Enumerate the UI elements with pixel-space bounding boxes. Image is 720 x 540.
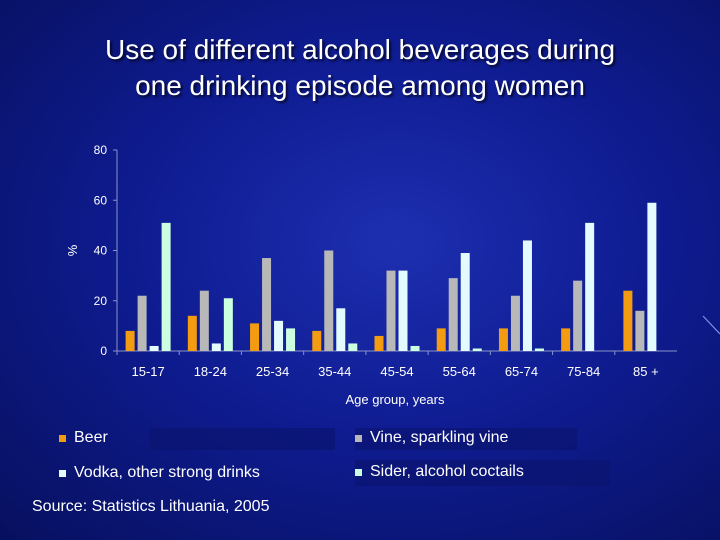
legend-swatch-sider xyxy=(355,468,362,476)
bar xyxy=(274,320,284,351)
bar xyxy=(635,310,645,351)
bar xyxy=(573,280,583,351)
x-tick-label: 15-17 xyxy=(131,364,164,379)
x-axis-label: Age group, years xyxy=(345,392,445,407)
x-tick-label: 75-84 xyxy=(567,364,600,379)
slide-title: Use of different alcohol beverages durin… xyxy=(40,32,680,104)
x-tick-label: 35-44 xyxy=(318,364,351,379)
legend-band-row1-right xyxy=(355,428,577,450)
bar xyxy=(324,250,334,351)
legend-item-sider: Sider, alcohol coctails xyxy=(355,463,524,481)
bar-chart: 0 20 40 60 80% 15-17 18-24 25-34 35-44 45-54 55-64… xyxy=(65,143,677,407)
bar xyxy=(585,222,595,351)
legend-swatch-vine xyxy=(355,434,362,442)
bar xyxy=(436,328,446,351)
bar xyxy=(161,222,171,351)
legend-band-row1-left xyxy=(150,428,335,450)
y-tick-label: 20 xyxy=(94,294,108,308)
bar xyxy=(522,240,532,351)
bar xyxy=(472,348,482,351)
bar xyxy=(348,343,358,351)
x-tick-label: 55-64 xyxy=(443,364,476,379)
legend-label-vine: Vine, sparkling vine xyxy=(370,429,509,446)
y-tick-label: 0 xyxy=(100,344,107,358)
legend-swatch-beer xyxy=(59,434,66,442)
bar xyxy=(250,323,260,351)
bar xyxy=(286,328,296,351)
bar xyxy=(149,345,159,351)
bar xyxy=(561,328,571,351)
legend-label-beer: Beer xyxy=(74,429,108,446)
legend-item-beer: Beer xyxy=(59,429,108,447)
bar xyxy=(386,270,396,351)
bar xyxy=(187,315,197,351)
legend-swatch-vodka xyxy=(59,469,66,477)
legend-item-vodka: Vodka, other strong drinks xyxy=(59,464,260,482)
bar xyxy=(647,202,657,351)
source-note: Source: Statistics Lithuania, 2005 xyxy=(32,498,270,515)
bar xyxy=(510,295,520,351)
bar xyxy=(374,335,384,351)
bar xyxy=(262,258,272,351)
bar xyxy=(336,308,346,351)
x-tick-label: 65-74 xyxy=(505,364,538,379)
x-tick-label: 85 + xyxy=(633,364,659,379)
bar xyxy=(410,345,420,351)
y-axis-label: % xyxy=(65,244,80,256)
bar xyxy=(460,253,470,351)
bar xyxy=(199,290,209,351)
bar xyxy=(623,290,633,351)
y-tick-label: 40 xyxy=(94,244,108,258)
legend-item-vine: Vine, sparkling vine xyxy=(355,429,508,447)
bar xyxy=(125,330,135,351)
bar xyxy=(137,295,147,351)
x-tick-label: 18-24 xyxy=(194,364,227,379)
bar xyxy=(223,298,233,351)
title-line-1: Use of different alcohol beverages durin… xyxy=(104,34,616,65)
legend-label-vodka: Vodka, other strong drinks xyxy=(74,464,260,481)
legend-label-sider: Sider, alcohol coctails xyxy=(370,463,524,480)
x-tick-label: 45-54 xyxy=(380,364,413,379)
y-tick-label: 80 xyxy=(94,143,108,157)
bar xyxy=(534,348,544,351)
bar xyxy=(398,270,408,351)
bar xyxy=(312,330,322,351)
y-tick-label: 60 xyxy=(94,193,108,207)
x-tick-label: 25-34 xyxy=(256,364,289,379)
bar xyxy=(498,328,508,351)
title-line-2: one drinking episode among women xyxy=(135,70,585,101)
legend-band-row2-right xyxy=(355,460,610,486)
bar xyxy=(211,343,221,351)
bar xyxy=(448,278,458,351)
